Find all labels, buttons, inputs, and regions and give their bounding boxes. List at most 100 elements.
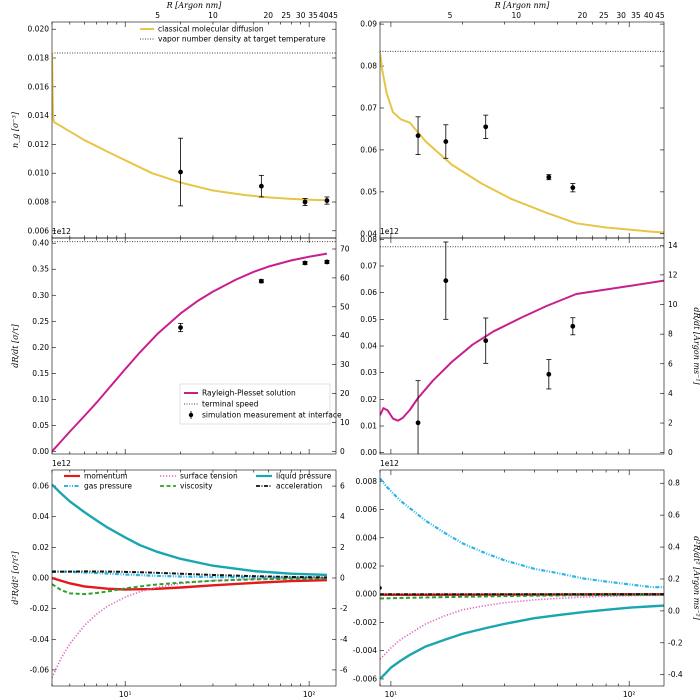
right-y-tick-label: 6 <box>668 359 673 368</box>
right-y-tick-label: 0 <box>340 574 345 583</box>
right-y-tick-label: 4 <box>668 389 673 398</box>
offset-text: 1e12 <box>52 459 71 468</box>
right-y-tick-label: -4 <box>340 635 348 644</box>
y-tick-label: 0.04 <box>32 512 49 521</box>
data-point <box>324 259 330 265</box>
data-point <box>483 124 489 130</box>
right-y-tick-label: 30 <box>340 360 350 369</box>
y-tick-label: 0.004 <box>356 533 378 542</box>
axes-frame <box>51 21 337 239</box>
x-tick-label: 10¹ <box>385 690 398 699</box>
panel-p3: 0.00 0.05 0.10 0.15 0.20 0.25 0.30 0.35 0.40 0 10 2… <box>11 227 350 456</box>
right-axis-label: dR/dt [Argon ms⁻¹] <box>692 307 700 385</box>
series-surface-tension <box>380 594 664 660</box>
series-rayleigh-plesset-solution <box>52 252 328 453</box>
y-tick-label: 0.05 <box>360 187 377 196</box>
plot-area <box>380 241 664 454</box>
y-axis-label: d²R/dt² [σ/τ²] <box>11 551 20 605</box>
top-tick-label: 35 <box>631 11 641 20</box>
y-tick-label: 0.09 <box>360 20 377 29</box>
y-tick-label: 0.00 <box>32 574 49 583</box>
y-tick-label: 0.10 <box>32 395 49 404</box>
data-point <box>570 323 576 329</box>
x-tick-label: 10² <box>303 690 316 699</box>
axes-frame <box>379 469 665 687</box>
data-point <box>302 260 308 266</box>
plot-area <box>52 52 336 207</box>
y-tick-label: 0.00 <box>360 448 377 457</box>
panel-p2: 0.04 0.05 0.06 0.07 0.08 0.09 5 10 20 25 30 35 40 45 R… <box>360 1 665 238</box>
y-tick-label: 0.006 <box>28 226 50 235</box>
y-tick-label: -0.06 <box>30 665 50 674</box>
series-viscosity <box>52 577 327 596</box>
data-point <box>415 420 421 426</box>
right-y-tick-label: 2 <box>340 543 345 552</box>
right-y-tick-label: 0.0 <box>668 606 680 615</box>
axes-frame <box>379 237 665 455</box>
legend-label: viscosity <box>180 482 213 491</box>
panel-p6: 10¹ 10² -0.006 -0.004 -0.002 0.000 0.002 0.004 0… <box>353 459 700 699</box>
right-y-tick-label: 12 <box>668 270 678 279</box>
panel-p4: 0.00 0.01 0.02 0.03 0.04 0.05 0.06 0.07 0.08 0 2 4 6… <box>360 227 700 457</box>
y-tick-label: 0.06 <box>360 145 377 154</box>
top-tick-label: 45 <box>655 11 665 20</box>
y-tick-label: 0.05 <box>32 421 49 430</box>
top-axis-label: R [Argon nm] <box>494 1 551 10</box>
y-tick-label: 0.30 <box>32 291 49 300</box>
y-tick-label: 0.008 <box>356 477 378 486</box>
right-y-tick-label: 0 <box>340 447 345 456</box>
y-tick-label: 0.03 <box>360 368 377 377</box>
right-y-tick-label: 20 <box>340 389 350 398</box>
offset-text: 1e12 <box>380 459 399 468</box>
y-tick-label: 0.018 <box>28 54 50 63</box>
y-tick-label: 0.00 <box>32 447 49 456</box>
data-point <box>415 133 421 139</box>
top-axis-label: R [Argon nm] <box>166 1 223 10</box>
y-tick-label: 0.012 <box>28 140 50 149</box>
y-tick-label: 0.15 <box>32 369 49 378</box>
right-y-tick-label: 60 <box>340 273 350 282</box>
top-tick-label: 45 <box>328 11 338 20</box>
y-tick-label: 0.08 <box>360 62 377 71</box>
right-y-tick-label: 0.2 <box>668 574 680 583</box>
top-tick-label: 30 <box>616 11 626 20</box>
y-tick-label: 0.008 <box>28 198 50 207</box>
series-classical-molecular-diffusion <box>380 53 664 234</box>
right-y-tick-label: -6 <box>340 665 348 674</box>
y-tick-label: 0.014 <box>28 111 50 120</box>
right-y-tick-label: 70 <box>340 244 350 253</box>
top-tick-label: 5 <box>448 11 453 20</box>
top-tick-label: 40 <box>644 11 654 20</box>
data-point <box>380 586 382 590</box>
y-tick-label: 0.06 <box>32 482 49 491</box>
y-tick-label: 0.04 <box>360 342 377 351</box>
legend-label: vapor number density at target temperatu… <box>158 35 326 44</box>
right-y-tick-label: 40 <box>340 331 350 340</box>
right-y-tick-label: 4 <box>340 512 345 521</box>
right-y-tick-label: -2 <box>340 604 348 613</box>
right-y-tick-label: 0 <box>668 448 673 457</box>
top-tick-label: 20 <box>264 11 274 20</box>
series-liquid-pressure <box>52 483 327 577</box>
y-tick-label: 0.20 <box>32 343 49 352</box>
y-tick-label: 0.02 <box>360 395 377 404</box>
offset-text: 1e12 <box>52 227 71 236</box>
right-y-tick-label: 0.4 <box>668 543 680 552</box>
series-momentum <box>52 576 327 591</box>
plot-area <box>380 50 664 234</box>
series-acceleration <box>52 570 327 579</box>
y-tick-label: 0.002 <box>356 562 378 571</box>
y-tick-label: -0.02 <box>30 604 50 613</box>
y-tick-label: 0.020 <box>28 25 50 34</box>
legend-box <box>179 383 331 425</box>
data-point <box>546 371 552 377</box>
data-point <box>546 174 552 180</box>
right-y-tick-label: 2 <box>668 419 673 428</box>
y-tick-label: 0.010 <box>28 169 50 178</box>
y-tick-label: 0.07 <box>360 262 377 271</box>
right-y-tick-label: 10 <box>668 300 678 309</box>
data-point <box>258 278 264 284</box>
y-tick-label: 0.40 <box>32 239 49 248</box>
offset-text: 1e12 <box>380 227 399 236</box>
legend-label: liquid pressure <box>276 472 332 481</box>
